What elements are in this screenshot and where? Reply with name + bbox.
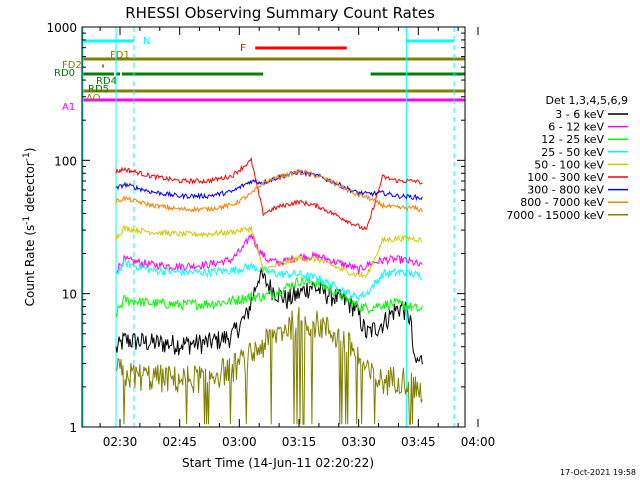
flag-bars xyxy=(82,39,465,102)
x-axis-label: Start Time (14-Jun-11 02:20:22) xyxy=(182,456,374,470)
series-group xyxy=(115,156,423,425)
legend-entry-label: 7000 - 15000 keV xyxy=(506,209,604,222)
legend-title: Det 1,3,4,5,6,9 xyxy=(545,94,628,107)
series-line-7 xyxy=(115,168,423,213)
flag-label-rd5: RD5 xyxy=(88,84,109,95)
plot-frame xyxy=(81,26,466,428)
y-tick-label: 10 xyxy=(62,288,77,302)
x-tick-label: 02:30 xyxy=(103,435,138,449)
legend-entry-label: 100 - 300 keV xyxy=(527,171,604,184)
series-line-8 xyxy=(115,306,423,425)
y-axis-label-main: Count Rate (s xyxy=(23,225,37,307)
legend-entry-label: 25 - 50 keV xyxy=(541,146,604,159)
y-tick-label: 100 xyxy=(54,154,77,168)
x-axis: 02:30 02:45 03:00 03:15 03:30 03:45 04:00 xyxy=(99,27,496,449)
flag-label-f: F xyxy=(240,43,246,54)
y-axis-label-mid: detector xyxy=(23,161,37,216)
x-tick-label: 02:45 xyxy=(162,435,197,449)
flag-label-n: N xyxy=(143,36,150,47)
y-axis-label-end: ) xyxy=(23,148,37,153)
chart-title: RHESSI Observing Summary Count Rates xyxy=(125,4,435,22)
flag-label-ao: AO xyxy=(86,93,101,104)
legend-entry-label: 6 - 12 keV xyxy=(548,121,604,134)
series-line-2 xyxy=(115,276,423,318)
legend-entry-label: 12 - 25 keV xyxy=(541,133,604,146)
y-tick-label: 1000 xyxy=(46,21,77,35)
y-axis-label: Count Rate (s-1 detector-1) xyxy=(22,148,37,307)
x-tick-label: 03:00 xyxy=(222,435,257,449)
legend-entry-label: 3 - 6 keV xyxy=(555,108,604,121)
series-line-4 xyxy=(115,224,423,279)
x-tick-label: 03:45 xyxy=(401,435,436,449)
series-line-3 xyxy=(115,258,423,302)
series-line-5 xyxy=(115,156,423,231)
y-axis-label-sup1: -1 xyxy=(22,216,32,225)
flag-label-a1: A1 xyxy=(62,102,75,113)
flag-label-fd1: FD1 xyxy=(110,50,130,61)
flag-label-fd2: FD2 xyxy=(62,60,82,71)
legend-entry-label: 50 - 100 keV xyxy=(534,158,604,171)
legend-entry-label: 800 - 7000 keV xyxy=(520,196,604,209)
y-tick-label: 1 xyxy=(69,421,77,435)
y-axis-label-sup2: -1 xyxy=(22,152,32,161)
series-line-1 xyxy=(115,234,423,275)
flag-label-rd0: RD0 xyxy=(54,68,75,79)
vertical-markers xyxy=(82,27,455,427)
x-tick-label: 03:30 xyxy=(341,435,376,449)
series-line-0 xyxy=(115,267,423,365)
x-tick-label: 04:00 xyxy=(461,435,496,449)
series-line-6 xyxy=(115,169,423,202)
footer-date: 17-Oct-2021 19:58 xyxy=(560,468,636,477)
y-axis: 1 10 100 1000 xyxy=(46,21,465,435)
legend-entry-label: 300 - 800 keV xyxy=(527,184,604,197)
x-tick-label: 03:15 xyxy=(282,435,317,449)
flag-label-rd4: RD4 xyxy=(96,76,117,87)
